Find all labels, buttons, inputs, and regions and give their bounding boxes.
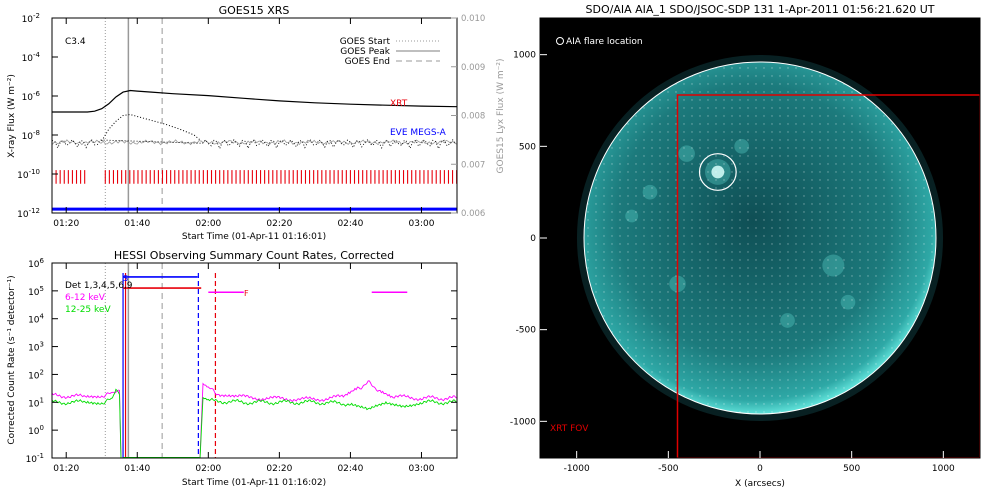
aia-xtick-label: 1000 (932, 464, 955, 474)
hessi-ytick-label: 102 (28, 368, 44, 381)
aia-xlabel: X (arcsecs) (735, 479, 785, 489)
hessi-ytick-label: 100 (28, 424, 44, 437)
goes-long-series (52, 89, 457, 113)
hessi-legend: Det 1,3,4,5,6,9 6-12 keV 12-25 keV (65, 281, 133, 315)
goes-lyx-series (52, 139, 457, 146)
goes-y2tick-label: 0.010 (461, 14, 485, 24)
aia-xtick-label: 500 (843, 464, 860, 474)
aia-ytick-label: -1000 (510, 417, 536, 427)
hessi-ytick-label: 103 (28, 341, 44, 354)
hessi-ylabel: Corrected Count Rate (s⁻¹ detector⁻¹) (7, 275, 17, 444)
hessi-xlabel: Start Time (01-Apr-11 01:16:02) (182, 478, 326, 488)
hessi-ytick-label: 10-1 (26, 452, 44, 465)
aia-image-area (576, 54, 980, 458)
aia-xrt-fov-label: XRT FOV (550, 424, 589, 434)
legend-goes-peak: GOES Peak (340, 47, 390, 57)
aia-grid-overlay (584, 62, 936, 414)
goes-ytick-label: 10-4 (22, 51, 41, 64)
goes-y2label: GOES15 Lyx Flux (W m⁻²) (496, 59, 506, 174)
legend-goes-end: GOES End (345, 57, 390, 67)
goes-panel: GOES15 XRS 01:20 01:40 02:00 02:20 02:40 03:0… (7, 4, 506, 242)
goes-legend: GOES Start GOES Peak GOES End (340, 37, 440, 67)
goes-xtick-label: 03:00 (409, 219, 435, 229)
aia-ytick-label: -500 (516, 326, 537, 336)
hessi-xtick-label: 02:40 (337, 464, 363, 474)
legend-goes-start: GOES Start (340, 37, 391, 47)
hessi-ytick-label: 105 (28, 285, 44, 298)
goes-xlabel: Start Time (01-Apr-11 01:16:01) (182, 232, 326, 242)
aia-ytick-label: 1000 (513, 51, 536, 61)
hessi-plot-area (52, 263, 457, 458)
hessi-12-25-series (52, 388, 457, 458)
aia-title: SDO/AIA AIA_1 SDO/JSOC-SDP 131 1-Apr-201… (586, 3, 935, 16)
goes-y2tick-label: 0.009 (461, 63, 485, 73)
goes-y2tick-label: 0.008 (461, 112, 485, 122)
legend-12-25: 12-25 keV (65, 305, 111, 315)
hessi-title: HESSI Observing Summary Count Rates, Cor… (114, 249, 394, 262)
aia-legend-circle-icon (556, 37, 564, 45)
hessi-panel: HESSI Observing Summary Count Rates, Cor… (7, 249, 458, 488)
goes-short-series (101, 113, 202, 142)
hessi-xtick-label: 02:00 (195, 464, 221, 474)
hessi-xtick-label: 01:20 (53, 464, 79, 474)
aia-flare-location-label: AIA flare location (566, 37, 643, 47)
aia-panel: SDO/AIA AIA_1 SDO/JSOC-SDP 131 1-Apr-201… (510, 3, 981, 489)
hessi-xtick-label: 03:00 (409, 464, 435, 474)
goes-ylabel: X-ray Flux (W m⁻²) (7, 74, 17, 158)
goes-y2tick-label: 0.006 (461, 209, 485, 219)
flare-flag-label: F (244, 289, 249, 298)
goes-ytick-label: 10-8 (22, 129, 40, 142)
aia-xtick-label: -500 (658, 464, 679, 474)
xrt-label: XRT (390, 99, 408, 109)
aia-limb-circle (583, 61, 937, 415)
goes-plot-area (52, 18, 457, 213)
goes-xtick-label: 02:40 (337, 219, 363, 229)
goes-ytick-label: 10-12 (17, 207, 40, 220)
hessi-xtick-label: 01:40 (124, 464, 150, 474)
goes-xtick-label: 02:20 (266, 219, 292, 229)
goes-ytick-label: 10-10 (17, 168, 40, 181)
goes-frame (51, 17, 458, 214)
legend-6-12: 6-12 keV (65, 293, 106, 303)
hessi-ytick-label: 101 (28, 396, 44, 409)
goes-xtick-label: 01:40 (124, 219, 150, 229)
aia-ytick-label: 0 (530, 234, 536, 244)
eve-label: EVE MEGS-A (390, 128, 447, 138)
hessi-6-12-series (52, 380, 457, 458)
goes-ytick-label: 10-2 (22, 12, 40, 25)
hessi-xtick-label: 02:20 (266, 464, 292, 474)
goes-axes: 01:20 01:40 02:00 02:20 02:40 03:00 10-12 10-10… (17, 12, 485, 229)
goes-y2tick-label: 0.007 (461, 160, 485, 170)
goes-ytick-label: 10-6 (22, 90, 41, 103)
hessi-ytick-label: 106 (28, 257, 44, 270)
hessi-axes: 01:20 01:40 02:00 02:20 02:40 03:00 10-1 100 101… (26, 257, 457, 474)
goes-xtick-label: 01:20 (53, 219, 79, 229)
goes-xtick-label: 02:00 (195, 219, 221, 229)
goes-title: GOES15 XRS (219, 4, 290, 17)
aia-xrt-fov-box (676, 94, 980, 458)
legend-det: Det 1,3,4,5,6,9 (65, 281, 133, 291)
saa-flag-label: S (123, 274, 128, 283)
aia-flare-location-circle (698, 153, 737, 191)
aia-axes: -1000 -500 0 500 1000 -1000 -500 0 500 1000 (510, 51, 955, 474)
hessi-ytick-label: 104 (28, 313, 44, 326)
aia-xtick-label: -1000 (564, 464, 590, 474)
aia-xtick-label: 0 (757, 464, 763, 474)
goes-class-label: C3.4 (65, 37, 86, 47)
aia-ytick-label: 500 (519, 142, 536, 152)
hessi-frame (51, 262, 458, 459)
